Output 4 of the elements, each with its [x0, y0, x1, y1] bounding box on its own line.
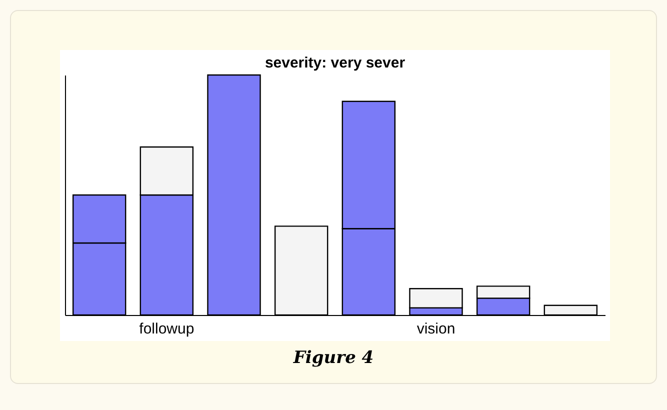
chart-title: severity: very sever	[264, 54, 406, 72]
x-tick-label: vision	[416, 320, 456, 338]
caption: Figure 4	[292, 348, 375, 368]
x-tick-label: followup	[139, 320, 194, 338]
